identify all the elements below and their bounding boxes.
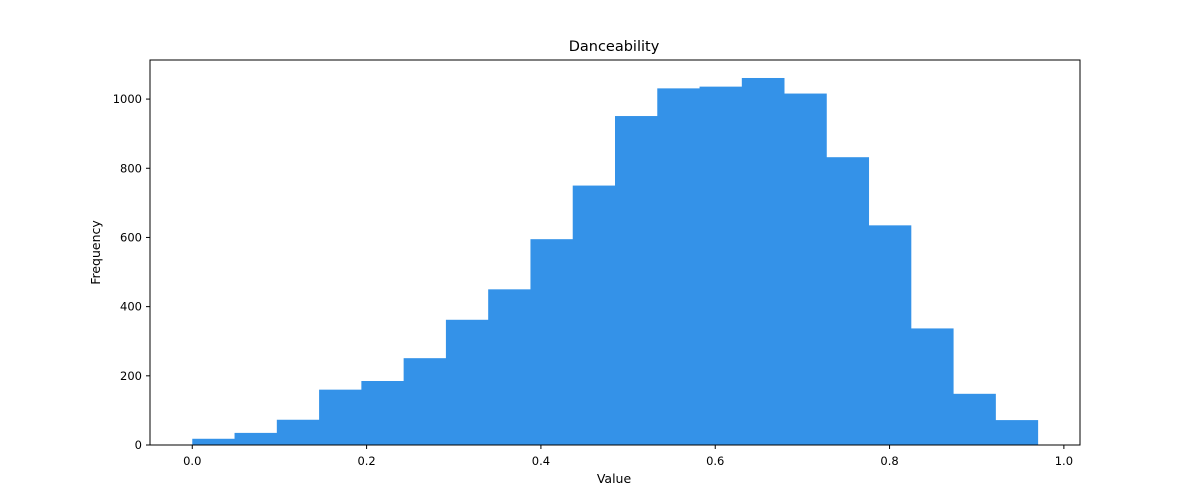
- histogram-bar: [699, 86, 743, 445]
- histogram-bar: [361, 381, 405, 445]
- x-tick-label: 0.6: [706, 454, 724, 468]
- histogram-bar: [953, 393, 996, 445]
- histogram-bar: [657, 88, 700, 445]
- y-tick-label: 1000: [113, 92, 142, 106]
- y-axis-label: Frequency: [88, 220, 103, 285]
- histogram-bars: [192, 77, 1039, 446]
- x-axis-ticks: 0.0 0.2 0.4 0.6 0.8 1.0: [183, 445, 1073, 468]
- histogram-bar: [530, 239, 574, 445]
- histogram-bar: [784, 93, 827, 445]
- histogram-bar: [572, 185, 616, 445]
- y-axis-ticks: 0 200 400 600 800 1000: [113, 92, 150, 452]
- histogram-bar: [615, 116, 658, 446]
- histogram-bar: [488, 289, 531, 445]
- histogram-bar: [276, 419, 320, 445]
- x-tick-label: 0.2: [357, 454, 375, 468]
- histogram-bar: [403, 358, 447, 445]
- histogram-bar: [319, 389, 362, 445]
- histogram-bar: [234, 432, 278, 445]
- y-tick-label: 600: [120, 230, 142, 244]
- histogram-bar: [868, 225, 912, 445]
- histogram-bar: [192, 438, 235, 445]
- histogram-bar: [445, 319, 489, 445]
- x-tick-label: 1.0: [1055, 454, 1073, 468]
- histogram-bar: [826, 157, 870, 445]
- histogram-bar: [995, 420, 1039, 445]
- y-tick-label: 200: [120, 369, 142, 383]
- y-tick-label: 400: [120, 300, 142, 314]
- y-tick-label: 0: [135, 438, 142, 452]
- x-tick-label: 0.8: [880, 454, 898, 468]
- histogram-bar: [910, 328, 954, 445]
- histogram-bar: [741, 77, 785, 445]
- x-tick-label: 0.0: [183, 454, 201, 468]
- y-tick-label: 800: [120, 161, 142, 175]
- chart-title: Danceability: [569, 39, 660, 55]
- plot-area-frame: [149, 59, 1081, 446]
- x-axis-label: Value: [597, 471, 632, 486]
- x-tick-label: 0.4: [532, 454, 550, 468]
